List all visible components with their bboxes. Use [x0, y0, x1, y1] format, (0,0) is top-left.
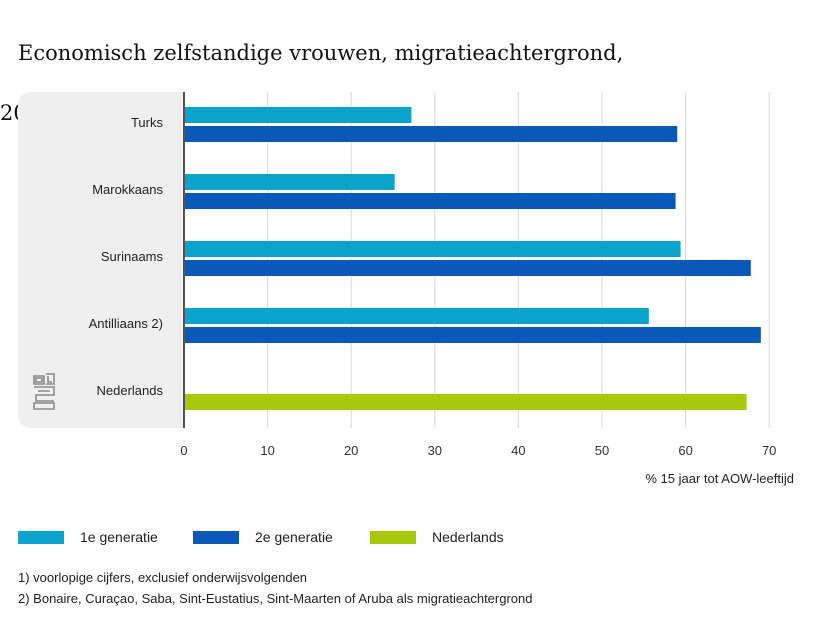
footnote-1: 1) voorlopige cijfers, exclusief onderwi…	[18, 570, 308, 585]
x-tick-labels: 0 10 20 30 40 50 60 70	[180, 443, 776, 458]
legend: 1e generatie 2e generatie Nederlands	[0, 528, 830, 548]
legend-item-gen2: 2e generatie	[193, 528, 333, 546]
bars	[185, 107, 761, 410]
x-axis-label: % 15 jaar tot AOW-leeftijd	[645, 471, 794, 486]
category-label: Surinaams	[101, 249, 164, 264]
bar-gen2	[185, 126, 678, 142]
bar-gen2	[185, 260, 751, 276]
x-tick-label: 10	[260, 443, 274, 458]
footnote-2: 2) Bonaire, Curaçao, Saba, Sint-Eustatiu…	[18, 591, 533, 606]
bar-gen1	[185, 241, 681, 257]
category-label: Turks	[131, 115, 164, 130]
legend-item-nl: Nederlands	[370, 528, 504, 546]
bar-nl	[185, 394, 747, 410]
legend-swatch-gen1	[18, 530, 64, 544]
legend-label-gen1: 1e generatie	[80, 529, 158, 545]
x-tick-label: 70	[762, 443, 776, 458]
cbs-logo-icon	[33, 373, 55, 410]
category-labels: Turks Marokkaans Surinaams Antilliaans 2) Ne…	[89, 115, 164, 398]
legend-label-gen2: 2e generatie	[255, 529, 333, 545]
x-tick-label: 30	[428, 443, 442, 458]
legend-item-gen1: 1e generatie	[18, 528, 158, 546]
category-panel-edge	[168, 92, 184, 428]
bar-gen2	[185, 327, 761, 343]
bar-gen2	[185, 193, 676, 209]
category-label: Nederlands	[97, 383, 164, 398]
bar-gen1	[185, 174, 395, 190]
category-label: Antilliaans 2)	[89, 316, 163, 331]
chart-title-line1: Economisch zelfstandige vrouwen, migrati…	[18, 41, 624, 65]
bar-chart: Turks Marokkaans Surinaams Antilliaans 2) Ne…	[18, 92, 794, 486]
category-label: Marokkaans	[92, 182, 163, 197]
legend-label-nl: Nederlands	[432, 529, 504, 545]
x-tick-label: 50	[595, 443, 609, 458]
bar-gen1	[185, 308, 649, 324]
x-tick-label: 0	[180, 443, 187, 458]
legend-swatch-nl	[370, 530, 416, 544]
category-panel	[18, 92, 184, 428]
footnotes: 1) voorlopige cijfers, exclusief onderwi…	[18, 567, 533, 609]
x-tick-label: 20	[344, 443, 358, 458]
legend-swatch-gen2	[193, 530, 239, 544]
x-tick-label: 40	[511, 443, 525, 458]
x-tick-label: 60	[678, 443, 692, 458]
bar-gen1	[185, 107, 412, 123]
